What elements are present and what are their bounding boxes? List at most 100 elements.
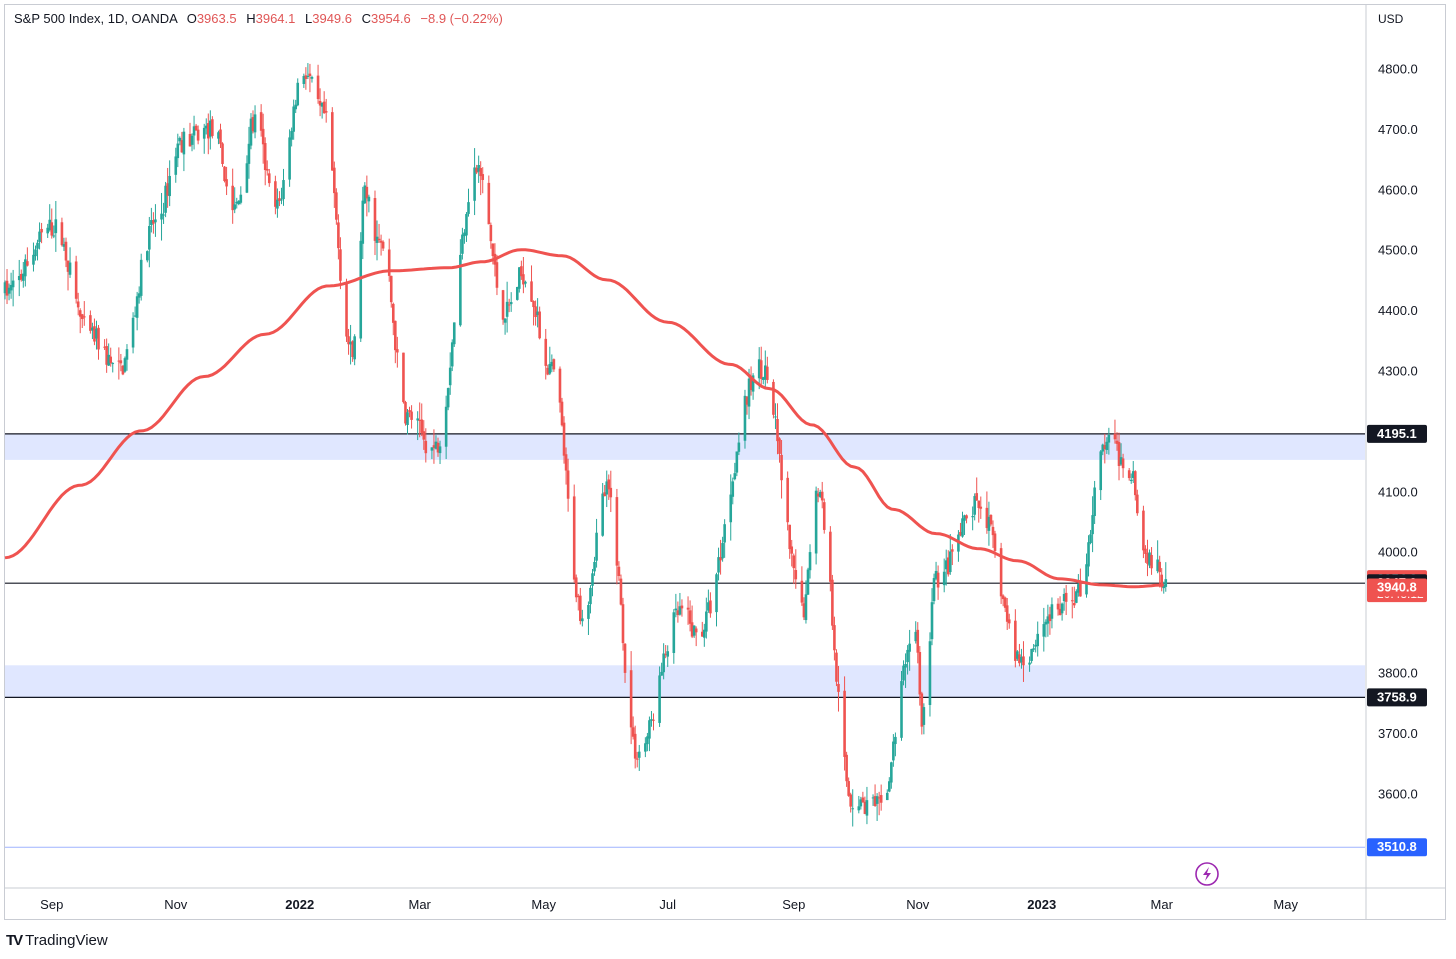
- tradingview-brand[interactable]: TV TradingView: [6, 932, 108, 949]
- candle-body: [436, 442, 440, 453]
- candle-body: [450, 342, 454, 367]
- candle-body: [700, 631, 704, 637]
- candle-body: [745, 396, 749, 405]
- candle-body: [1162, 584, 1166, 589]
- low-value: 3949.6: [312, 11, 352, 26]
- price-axis[interactable]: 3600.0 3700.0 3800.0 4000.0 4100.0 4300.0 4400…: [1378, 61, 1418, 801]
- candle-body: [481, 174, 485, 180]
- candle-body: [335, 192, 338, 220]
- candle-body: [21, 273, 25, 281]
- candle-body: [1113, 433, 1117, 440]
- candle-body: [633, 733, 637, 759]
- time-axis[interactable]: Sep Nov 2022 Mar May Jul Sep Nov 2023 Mar May: [40, 897, 1298, 912]
- candle-body: [119, 360, 123, 364]
- candle-body: [975, 493, 979, 501]
- candle-body: [76, 301, 80, 308]
- candle-body: [353, 336, 356, 360]
- candle-body: [233, 204, 237, 210]
- candle-body: [885, 792, 889, 801]
- candle-body: [987, 516, 991, 531]
- price-axis-tick: 4300.0: [1378, 363, 1418, 378]
- candle-body: [660, 671, 663, 676]
- candle-body: [34, 249, 37, 257]
- candle-body: [182, 131, 186, 155]
- candle-body: [211, 119, 214, 136]
- candle-body: [188, 133, 192, 147]
- candle-body: [1091, 515, 1094, 535]
- candle-body: [501, 290, 505, 320]
- candle-body: [829, 531, 832, 582]
- candle-body: [316, 75, 320, 100]
- candle-body: [1085, 564, 1088, 595]
- candle-body: [877, 797, 881, 799]
- candle-body: [217, 132, 220, 139]
- candle-body: [593, 561, 596, 572]
- price-tag-label: 4195.1: [1377, 426, 1417, 441]
- candle-body: [1064, 592, 1068, 602]
- candle-body: [863, 801, 867, 814]
- candle-body: [251, 117, 255, 132]
- candle-body: [892, 741, 895, 761]
- candle-body: [24, 259, 27, 277]
- candle-body: [416, 418, 419, 421]
- candle-body: [721, 543, 724, 559]
- candle-body: [235, 201, 239, 204]
- candle-body: [1056, 603, 1060, 610]
- candle-body: [906, 649, 909, 663]
- candle-body: [261, 128, 265, 145]
- candle-body: [623, 643, 627, 673]
- candle-body: [686, 607, 690, 610]
- candle-body: [402, 352, 405, 403]
- candle-body: [944, 560, 948, 570]
- candle-body: [166, 183, 169, 196]
- candle-body: [658, 675, 661, 723]
- candle-body: [922, 707, 926, 725]
- candle-body: [430, 447, 434, 451]
- candle-body: [1014, 620, 1017, 661]
- candle-body: [1079, 582, 1082, 597]
- candle-body: [367, 196, 371, 202]
- candle-body: [1148, 552, 1151, 566]
- candle-body: [36, 242, 39, 249]
- candle-body: [448, 367, 452, 386]
- candle-body: [989, 514, 993, 525]
- candle-body: [857, 806, 861, 811]
- candle-body: [463, 232, 466, 237]
- candle-body: [845, 754, 848, 782]
- candle-body: [7, 287, 11, 294]
- candle-body: [1036, 633, 1040, 647]
- candle-body: [97, 327, 100, 350]
- candle-body: [318, 100, 322, 106]
- candle-body: [538, 311, 541, 339]
- candle-body: [209, 120, 212, 137]
- candle-body: [19, 273, 23, 280]
- symbol-header[interactable]: S&P 500 Index, 1D, OANDA O3963.5 H3964.1…: [14, 11, 503, 26]
- candle-body: [154, 219, 157, 223]
- candle-body: [802, 603, 806, 618]
- candle-body: [178, 137, 182, 142]
- candle-body: [574, 577, 578, 598]
- candle-body: [550, 361, 554, 367]
- candle-body: [709, 600, 712, 614]
- currency-label[interactable]: USD: [1378, 12, 1404, 26]
- candle-body: [1007, 619, 1011, 624]
- candle-body: [515, 287, 519, 300]
- candle-body: [465, 214, 468, 236]
- candle-body: [276, 199, 279, 209]
- candle-body: [757, 359, 761, 379]
- candle-body: [38, 231, 41, 242]
- candle-body: [192, 126, 196, 136]
- candle-body: [615, 497, 619, 566]
- lightning-icon[interactable]: [1195, 862, 1219, 886]
- candle-body: [871, 797, 875, 799]
- candle-body: [91, 327, 94, 331]
- candle-body: [973, 496, 976, 515]
- candle-body: [420, 419, 424, 433]
- candle-body: [237, 200, 241, 205]
- candle-body: [290, 131, 293, 140]
- candle-body: [1146, 553, 1149, 564]
- candle-body: [1001, 595, 1005, 600]
- candle-body: [60, 222, 64, 246]
- candle-body: [1107, 434, 1111, 443]
